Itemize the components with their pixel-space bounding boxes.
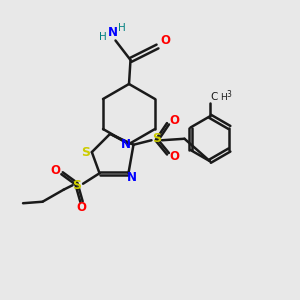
Text: S: S xyxy=(152,132,161,145)
Text: O: O xyxy=(50,164,60,177)
Text: N: N xyxy=(127,171,136,184)
Text: S: S xyxy=(81,146,90,159)
Text: 3: 3 xyxy=(226,90,231,99)
Text: S: S xyxy=(72,179,81,192)
Text: H: H xyxy=(220,93,227,102)
Text: O: O xyxy=(160,34,170,47)
Text: N: N xyxy=(107,26,118,40)
Text: C: C xyxy=(211,92,218,102)
Text: H: H xyxy=(118,23,126,33)
Text: O: O xyxy=(76,201,86,214)
Text: N: N xyxy=(120,137,130,151)
Text: H: H xyxy=(99,32,107,43)
Text: O: O xyxy=(169,114,180,127)
Text: O: O xyxy=(169,150,180,163)
